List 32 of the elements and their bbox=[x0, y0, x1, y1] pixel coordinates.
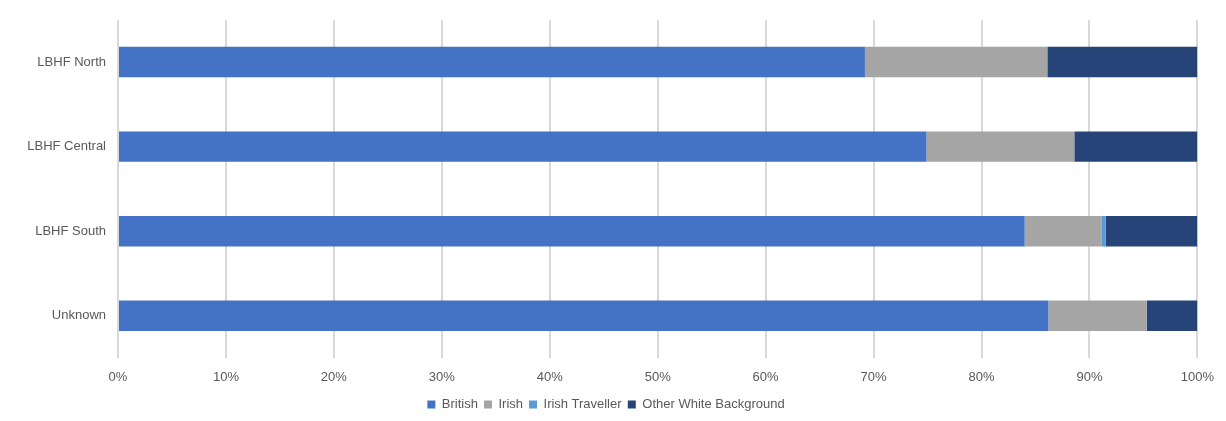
x-tick-label: 80% bbox=[968, 369, 995, 385]
legend-label: Irish bbox=[498, 396, 524, 412]
legend-label: Other White Background bbox=[642, 396, 785, 412]
x-tick-label: 30% bbox=[428, 369, 456, 385]
bar bbox=[119, 300, 1049, 331]
bar bbox=[119, 46, 865, 78]
bar bbox=[119, 131, 927, 162]
x-tick-label: 20% bbox=[320, 369, 348, 385]
x-tick-label: 10% bbox=[212, 369, 240, 385]
x-tick-label: 0% bbox=[108, 369, 128, 385]
bar bbox=[119, 215, 1025, 247]
bar bbox=[926, 131, 1075, 162]
bar bbox=[1105, 215, 1198, 247]
x-tick-label: 40% bbox=[536, 369, 564, 385]
y-tick-label: LBHF Central bbox=[27, 138, 107, 154]
y-tick-label: Unknown bbox=[51, 307, 106, 323]
bar bbox=[1048, 300, 1147, 331]
x-tick-label: 90% bbox=[1076, 369, 1103, 385]
bar bbox=[1101, 215, 1106, 247]
bar bbox=[864, 46, 1048, 78]
y-tick-label: LBHF South bbox=[35, 222, 106, 238]
x-tick-label: 50% bbox=[644, 369, 672, 385]
x-tick-label: 60% bbox=[752, 369, 780, 385]
bar bbox=[1024, 215, 1102, 247]
x-tick-label: 70% bbox=[860, 369, 888, 385]
legend-label: British bbox=[441, 396, 478, 412]
x-tick-label: 100% bbox=[1180, 369, 1215, 385]
bar bbox=[1047, 46, 1198, 78]
bar bbox=[1074, 131, 1198, 162]
legend-label: Irish Traveller bbox=[543, 396, 623, 412]
y-tick-label: LBHF North bbox=[37, 53, 106, 69]
bar bbox=[1146, 300, 1198, 331]
